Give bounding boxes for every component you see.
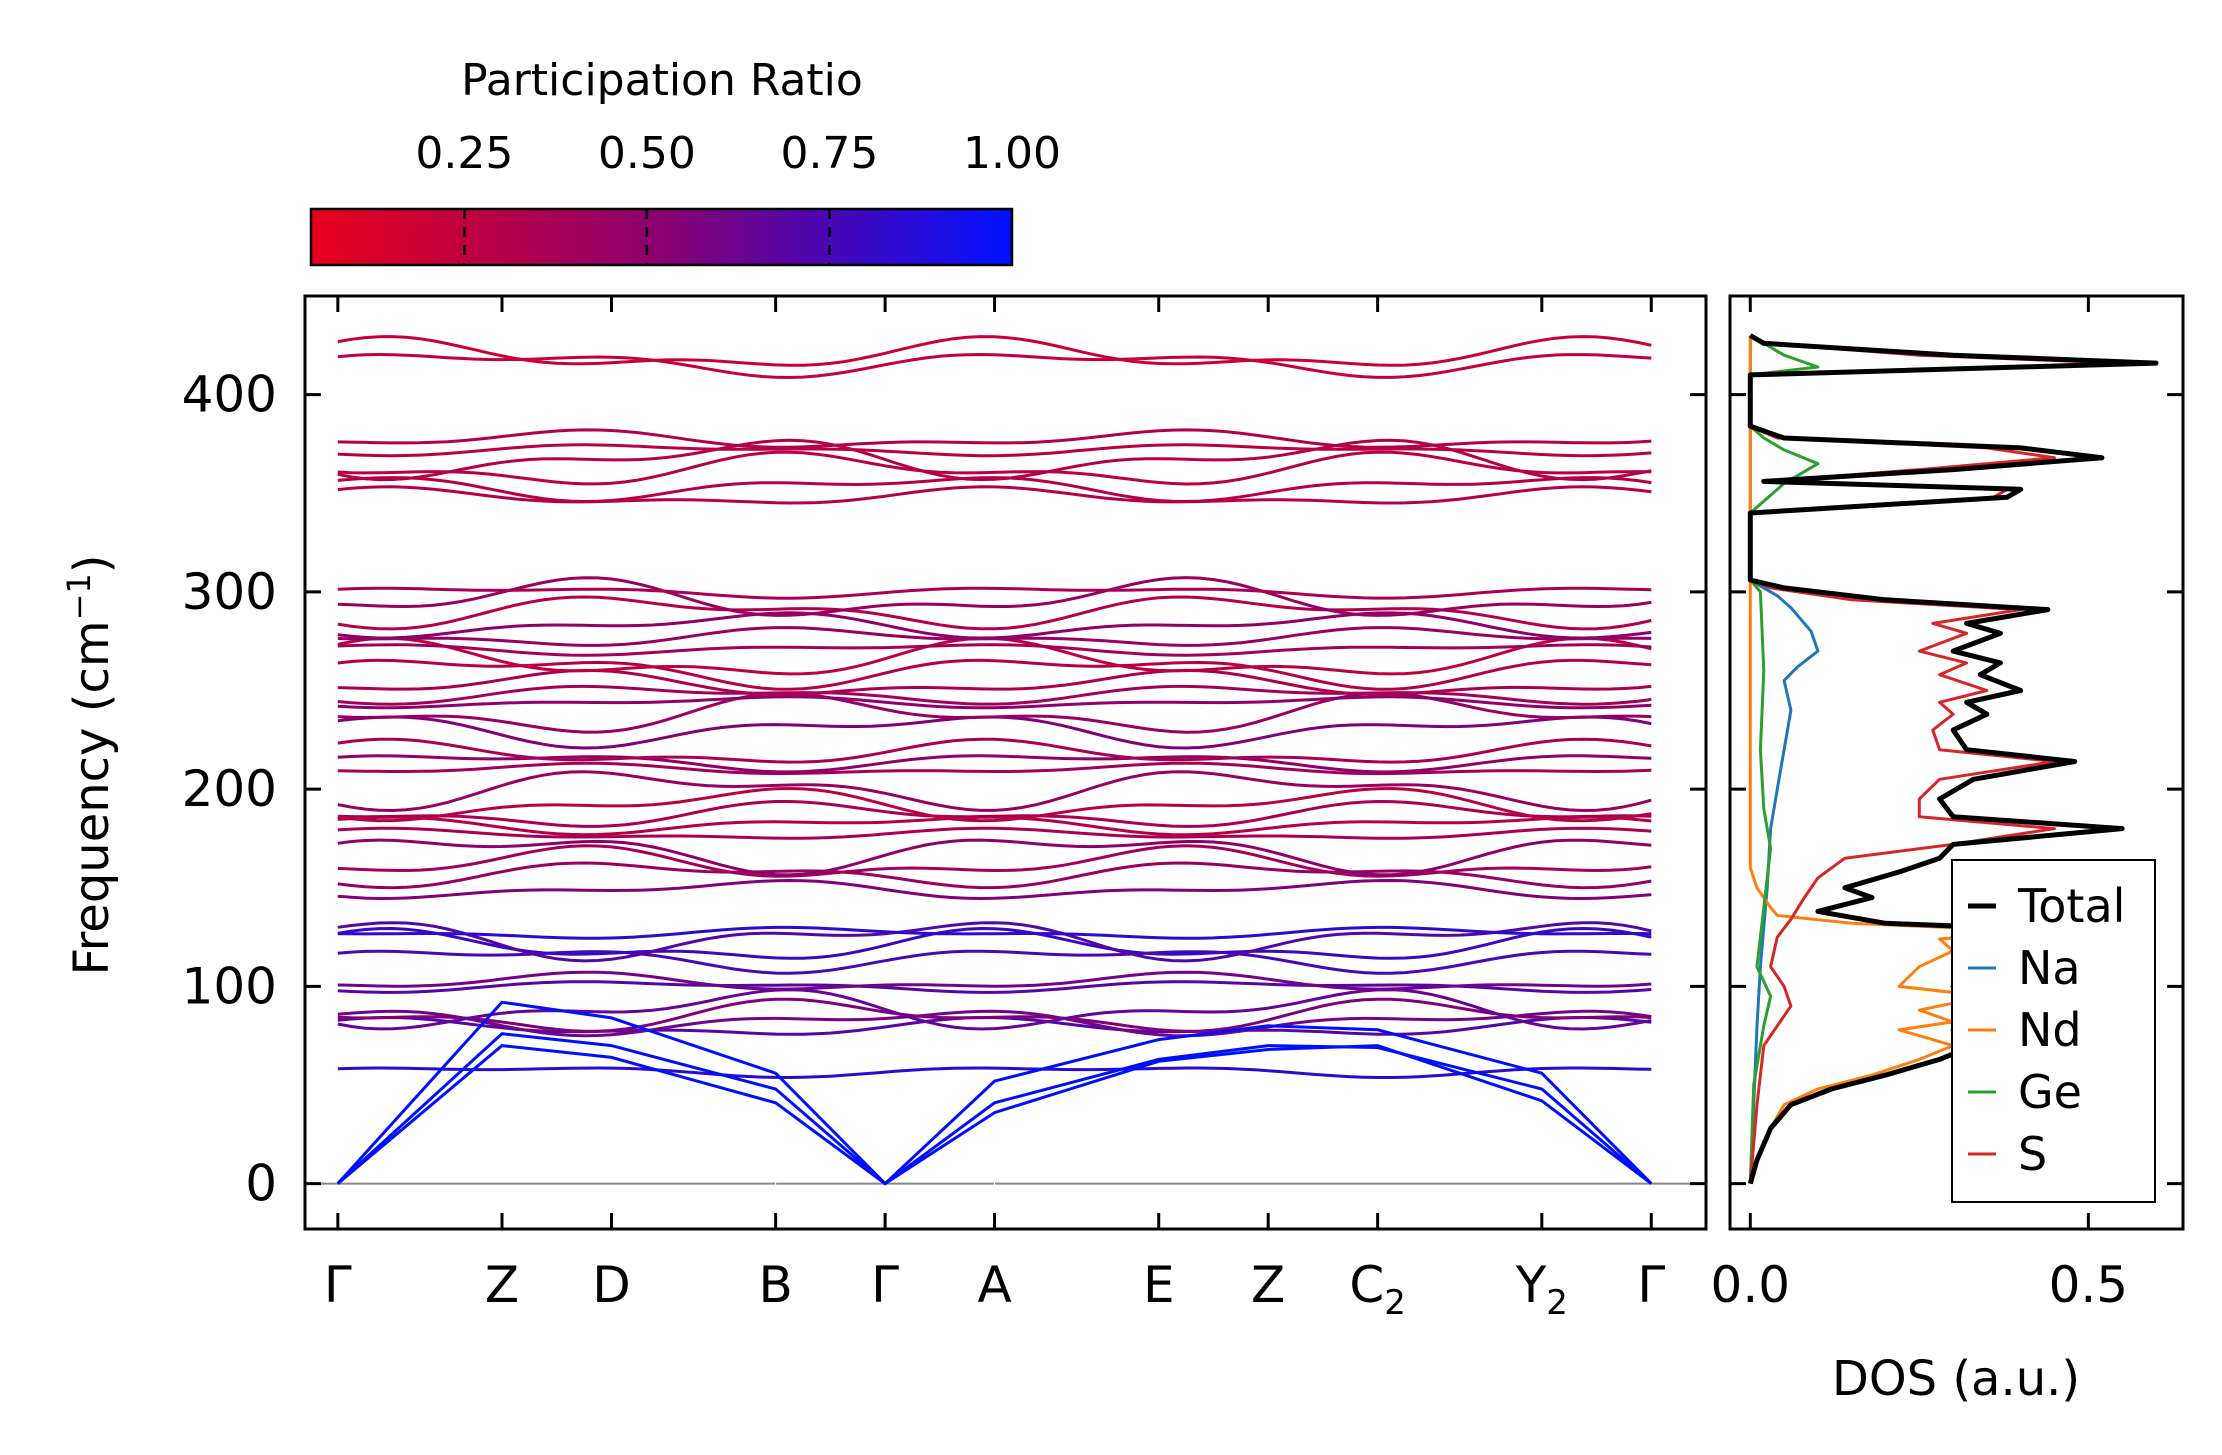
colorbar-tick-labels: 0.25 0.50 0.75 1.00 (415, 128, 1061, 179)
optical-band (337, 611, 1652, 640)
band-structure-panel: 0 100 200 300 400 Γ Z D B Γ A E Z C2 Y2 Γ Frequency (cm… (60, 294, 1708, 1323)
optical-band (337, 695, 1652, 710)
legend-label: Total (2017, 879, 2125, 933)
y-tick-label: 100 (182, 957, 277, 1015)
dos-panel: 0.0 0.5 DOS (a.u.) Total Na Nd Ge S (1711, 294, 2185, 1407)
acoustic-band (336, 1000, 1653, 1186)
optical-band (337, 450, 1652, 486)
optical-band (337, 925, 1652, 940)
colorbar-ticks (463, 209, 831, 265)
optical-band (337, 595, 1652, 631)
y-tick-label: 400 (182, 366, 277, 424)
y-tick-label: 300 (182, 563, 277, 621)
kpoint-label: A (977, 1256, 1011, 1314)
optical-band (337, 1066, 1652, 1080)
kpoint-label: Γ (1637, 1256, 1665, 1314)
optical-band (337, 761, 1652, 776)
acoustic-band (336, 1044, 1653, 1186)
kpoint-label: Z (485, 1256, 519, 1314)
acoustic-band (336, 1032, 1653, 1186)
optical-band (337, 921, 1652, 963)
optical-band (337, 476, 1652, 504)
optical-band (337, 668, 1652, 696)
optical-band (337, 643, 1652, 657)
optical-band (337, 980, 1652, 994)
colorbar-tick-label: 0.75 (780, 128, 878, 179)
y-tick-label: 0 (245, 1155, 277, 1213)
optical-band (337, 352, 1652, 380)
optical-band (337, 1009, 1652, 1038)
colorbar-tick-label: 0.50 (598, 128, 696, 179)
optical-band (337, 826, 1652, 840)
optical-band (337, 586, 1652, 600)
legend-label: Ge (2018, 1065, 2082, 1119)
optical-band (337, 428, 1652, 449)
band-plot-frame (303, 294, 1708, 1231)
dos-x-axis-label: DOS (a.u.) (1832, 1351, 2080, 1407)
optical-band (337, 970, 1652, 991)
kpoint-label: Γ (871, 1256, 899, 1314)
phonon-bands (305, 296, 1706, 1229)
kpoint-label: E (1143, 1256, 1175, 1314)
optical-band (337, 997, 1652, 1033)
optical-band (337, 838, 1652, 877)
optical-band (337, 926, 1652, 960)
kpoint-label: D (592, 1256, 631, 1314)
optical-band (337, 786, 1652, 823)
dos-x-tick-label: 0.5 (2049, 1256, 2129, 1314)
kpoint-label: Γ (324, 1256, 352, 1314)
dos-plot-frame (1728, 294, 2185, 1231)
optical-band (337, 737, 1652, 764)
band-axes: 0 100 200 300 400 Γ Z D B Γ A E Z C2 Y2 Γ (182, 296, 1706, 1323)
dos-axes: 0.0 0.5 (1711, 296, 2183, 1314)
optical-band (337, 844, 1652, 878)
dos-x-tick-label: 0.0 (1711, 1256, 1791, 1314)
optical-band (337, 576, 1652, 617)
colorbar-tick-label: 0.25 (415, 128, 513, 179)
kpoint-label: Y2 (1515, 1256, 1568, 1323)
y-axis-label: Frequency (cm−1) (60, 554, 120, 975)
colorbar: Participation Ratio 0.25 0.50 0.75 1.00 (309, 55, 1061, 267)
y-tick-label: 200 (182, 760, 277, 818)
kpoint-label: B (758, 1256, 792, 1314)
optical-band (337, 754, 1652, 774)
dos-legend: Total Na Nd Ge S (1951, 859, 2156, 1203)
optical-band (337, 658, 1652, 691)
legend-label: Na (2018, 941, 2081, 995)
legend-label: S (2018, 1127, 2047, 1181)
optical-band (337, 770, 1652, 813)
optical-band (337, 799, 1652, 828)
optical-band (337, 335, 1652, 367)
kpoint-label: C2 (1349, 1256, 1406, 1323)
optical-band (337, 878, 1652, 901)
kpoint-label: Z (1251, 1256, 1285, 1314)
colorbar-title: Participation Ratio (461, 55, 863, 106)
colorbar-tick-label: 1.00 (963, 128, 1061, 179)
dos-series-s (1748, 334, 2124, 1184)
legend-label: Nd (2018, 1003, 2082, 1057)
dos-series-ge (1748, 334, 1820, 1184)
optical-band (337, 443, 1652, 458)
dos-series-na (1748, 335, 1820, 1184)
colorbar-bar (309, 207, 1014, 267)
